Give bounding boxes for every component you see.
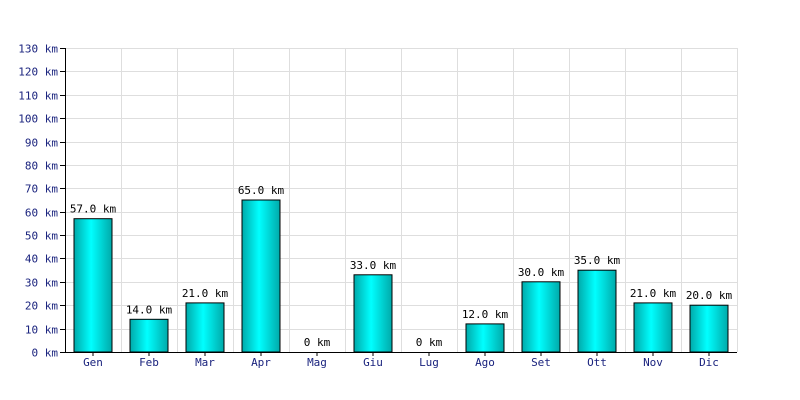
x-tick-label: Apr <box>251 356 271 369</box>
bar-feb <box>129 318 169 353</box>
bar-ago <box>465 323 505 353</box>
x-axis-ticks: Gen Feb Mar Apr Mag Giu Lug Ago Set Ott Nov Dic <box>83 356 719 369</box>
data-label: 30.0 km <box>518 266 565 279</box>
bars <box>73 199 729 353</box>
data-label: 0 km <box>416 336 443 349</box>
axes <box>60 48 737 356</box>
bar-apr <box>241 199 281 353</box>
y-tick-label: 90 km <box>25 137 58 150</box>
data-label: 65.0 km <box>238 184 285 197</box>
data-label: 20.0 km <box>686 289 733 302</box>
y-tick-label: 130 km <box>18 43 58 56</box>
data-label: 0 km <box>304 336 331 349</box>
y-tick-label: 20 km <box>25 300 58 313</box>
data-label: 12.0 km <box>462 308 509 321</box>
x-tick-label: Set <box>531 356 551 369</box>
bar-set <box>521 281 561 353</box>
x-tick-label: Ago <box>475 356 495 369</box>
bar-dic <box>689 304 729 353</box>
y-tick-label: 70 km <box>25 183 58 196</box>
y-tick-label: 60 km <box>25 207 58 220</box>
y-axis-ticks: 0 km 10 km 20 km 30 km 40 km 50 km 60 km 70 km 8… <box>18 43 58 360</box>
y-tick-label: 80 km <box>25 160 58 173</box>
x-tick-label: Mar <box>195 356 215 369</box>
y-tick-label: 110 km <box>18 90 58 103</box>
y-tick-label: 30 km <box>25 277 58 290</box>
x-tick-label: Giu <box>363 356 383 369</box>
grid <box>65 48 738 353</box>
x-tick-label: Ott <box>587 356 607 369</box>
bar-ott <box>577 269 617 353</box>
data-label: 21.0 km <box>182 287 229 300</box>
x-tick-label: Mag <box>307 356 327 369</box>
y-tick-label: 120 km <box>18 66 58 79</box>
x-tick-label: Nov <box>643 356 663 369</box>
y-tick-label: 0 km <box>32 347 59 360</box>
y-tick-label: 100 km <box>18 113 58 126</box>
data-labels: 57.0 km 14.0 km 21.0 km 65.0 km 0 km 33.0 km 0… <box>70 184 733 349</box>
data-label: 21.0 km <box>630 287 677 300</box>
data-label: 33.0 km <box>350 259 397 272</box>
x-tick-label: Lug <box>419 356 439 369</box>
bar-giu <box>353 274 393 353</box>
y-tick-label: 40 km <box>25 253 58 266</box>
x-tick-label: Feb <box>139 356 159 369</box>
bar-nov <box>633 302 673 353</box>
data-label: 14.0 km <box>126 303 173 316</box>
y-tick-label: 10 km <box>25 324 58 337</box>
x-tick-label: Dic <box>699 356 719 369</box>
y-tick-label: 50 km <box>25 230 58 243</box>
x-tick-label: Gen <box>83 356 103 369</box>
data-label: 35.0 km <box>574 254 621 267</box>
bar-mar <box>185 302 225 353</box>
data-label: 57.0 km <box>70 203 117 216</box>
bar-gen <box>73 218 113 353</box>
